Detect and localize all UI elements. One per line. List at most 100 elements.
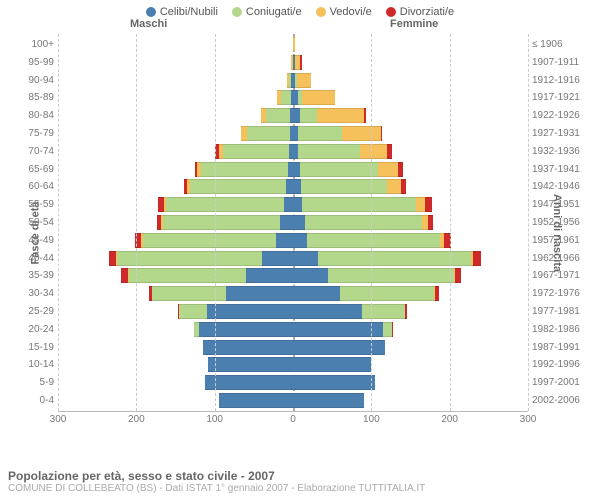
legend-label: Coniugati/e <box>246 6 302 18</box>
legend-item: Celibi/Nubili <box>146 6 218 18</box>
pyramid-row: 95-991907-1911 <box>58 54 528 71</box>
pyramid-row: 60-641942-1946 <box>58 178 528 195</box>
bar-segment <box>383 322 392 337</box>
age-label: 25-29 <box>28 303 58 320</box>
chart-subtitle: COMUNE DI COLLEBEATO (BS) - Dati ISTAT 1… <box>8 483 592 494</box>
male-bar <box>205 375 293 390</box>
bar-segment <box>293 393 364 408</box>
bar-segment <box>205 375 293 390</box>
bar-segment <box>266 108 289 123</box>
bar-segment <box>392 322 393 337</box>
pyramid-row: 50-541952-1956 <box>58 214 528 231</box>
gridline <box>58 34 59 411</box>
bar-segment <box>166 197 283 212</box>
pyramid-row: 100+≤ 1906 <box>58 36 528 53</box>
bar-segment <box>246 268 293 283</box>
bar-segment <box>300 162 378 177</box>
chart-title: Popolazione per età, sesso e stato civil… <box>8 469 592 483</box>
birth-year-label: 1967-1971 <box>528 267 580 284</box>
age-label: 30-34 <box>28 285 58 302</box>
bar-segment <box>293 37 295 52</box>
pyramid-row: 15-191987-1991 <box>58 339 528 356</box>
age-label: 70-74 <box>28 143 58 160</box>
bar-segment <box>455 268 461 283</box>
bar-segment <box>199 322 293 337</box>
birth-year-label: 1932-1936 <box>528 143 580 160</box>
female-bar <box>293 286 439 301</box>
age-label: 35-39 <box>28 267 58 284</box>
bar-segment <box>293 108 300 123</box>
legend-swatch <box>146 7 156 17</box>
pyramid-rows: 100+≤ 190695-991907-191190-941912-191685… <box>58 36 528 409</box>
bar-segment <box>276 233 293 248</box>
female-bar <box>293 37 295 52</box>
age-label: 45-49 <box>28 232 58 249</box>
bar-segment <box>300 108 317 123</box>
x-tick-label: 100 <box>206 414 223 425</box>
pyramid-row: 45-491957-1961 <box>58 232 528 249</box>
bar-segment <box>293 162 300 177</box>
age-label: 95-99 <box>28 54 58 71</box>
pyramid-row: 0-42002-2006 <box>58 392 528 409</box>
female-bar <box>293 268 461 283</box>
bar-segment <box>405 304 407 319</box>
bar-segment <box>342 126 381 141</box>
bar-segment <box>208 357 293 372</box>
female-bar <box>293 393 364 408</box>
bar-segment <box>129 268 246 283</box>
bar-segment <box>293 233 307 248</box>
female-bar <box>293 73 311 88</box>
x-tick-label: 300 <box>50 414 67 425</box>
x-tick-label: 200 <box>128 414 145 425</box>
chart-area: Fasce di età Anni di nascita 100+≤ 19069… <box>0 34 600 432</box>
pyramid-row: 80-841922-1926 <box>58 107 528 124</box>
gridline <box>528 34 529 411</box>
birth-year-label: 1972-1976 <box>528 285 580 302</box>
bar-segment <box>293 179 301 194</box>
bar-segment <box>293 215 305 230</box>
legend-label: Divorziati/e <box>400 6 454 18</box>
pyramid-row: 20-241982-1986 <box>58 321 528 338</box>
male-bar <box>219 393 293 408</box>
female-bar <box>293 162 403 177</box>
bar-segment <box>163 215 280 230</box>
legend-item: Coniugati/e <box>232 6 302 18</box>
birth-year-label: 1937-1941 <box>528 161 580 178</box>
pyramid-row: 35-391967-1971 <box>58 267 528 284</box>
bar-segment <box>328 268 453 283</box>
female-bar <box>293 108 366 123</box>
bar-segment <box>360 144 387 159</box>
male-bar <box>157 215 293 230</box>
bar-segment <box>302 197 416 212</box>
bar-segment <box>298 126 341 141</box>
bar-segment <box>280 215 293 230</box>
female-bar <box>293 375 375 390</box>
birth-year-label: 1992-1996 <box>528 356 580 373</box>
legend-item: Vedovi/e <box>316 6 372 18</box>
gridline <box>450 34 451 411</box>
bar-segment <box>281 90 290 105</box>
legend: Celibi/Nubili Coniugati/e Vedovi/e Divorzia… <box>0 0 600 18</box>
age-label: 10-14 <box>28 356 58 373</box>
male-bar <box>157 197 293 212</box>
bar-segment <box>435 286 439 301</box>
birth-year-label: 2002-2006 <box>528 392 580 409</box>
male-bar <box>195 162 293 177</box>
birth-year-label: 1912-1916 <box>528 72 580 89</box>
plot: 100+≤ 190695-991907-191190-941912-191685… <box>58 34 528 412</box>
male-bar <box>184 179 293 194</box>
male-bar <box>203 340 293 355</box>
birth-year-label: 1987-1991 <box>528 339 580 356</box>
bar-segment <box>364 108 366 123</box>
bar-segment <box>143 233 276 248</box>
bar-segment <box>293 304 362 319</box>
bar-segment <box>425 197 431 212</box>
gridline <box>136 34 137 411</box>
male-bar <box>277 90 293 105</box>
bar-segment <box>378 162 398 177</box>
age-label: 50-54 <box>28 214 58 231</box>
legend-label: Celibi/Nubili <box>160 6 218 18</box>
header-female: Femmine <box>390 18 438 30</box>
bar-segment <box>286 179 293 194</box>
bar-segment <box>247 126 290 141</box>
